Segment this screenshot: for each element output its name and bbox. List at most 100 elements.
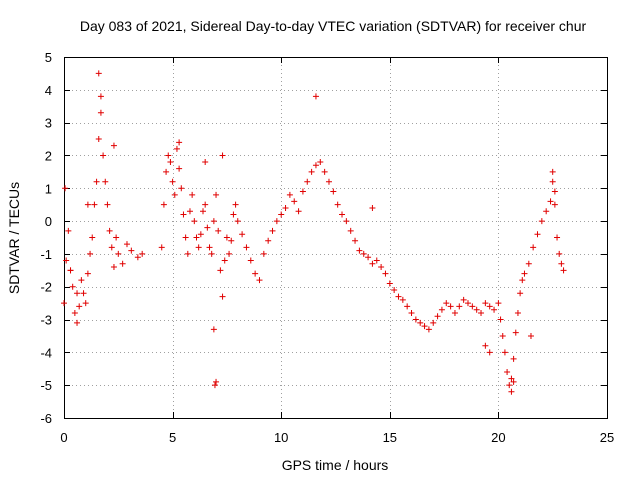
data-point — [391, 287, 398, 294]
data-point — [232, 201, 239, 208]
data-point — [184, 250, 191, 257]
y-tick-label: -6 — [40, 411, 52, 426]
data-point — [71, 309, 78, 316]
data-point — [106, 227, 113, 234]
data-point — [510, 378, 517, 385]
data-point — [182, 234, 189, 241]
data-point — [558, 260, 565, 267]
data-point — [519, 277, 526, 284]
data-point — [438, 306, 445, 313]
data-point — [178, 185, 185, 192]
data-point — [514, 309, 521, 316]
data-point — [226, 250, 233, 257]
data-point — [189, 191, 196, 198]
data-point — [176, 139, 183, 146]
data-point — [82, 300, 89, 307]
y-tick-label: 1 — [45, 181, 52, 196]
data-point — [115, 250, 122, 257]
y-axis-label: SDTVAR / TECUs — [6, 182, 22, 294]
data-point — [478, 309, 485, 316]
data-point — [321, 168, 328, 175]
data-point — [412, 316, 419, 323]
data-point — [469, 303, 476, 310]
data-point — [506, 382, 513, 389]
y-tick-label: 5 — [45, 50, 52, 65]
data-point — [215, 227, 222, 234]
data-point — [473, 306, 480, 313]
data-point — [100, 152, 107, 159]
data-point — [534, 231, 541, 238]
data-point — [74, 319, 81, 326]
data-point — [63, 257, 70, 264]
data-point — [527, 332, 534, 339]
data-point — [504, 369, 511, 376]
data-point — [352, 237, 359, 244]
data-point — [62, 185, 69, 192]
data-point — [447, 303, 454, 310]
data-point — [160, 201, 167, 208]
data-point — [464, 300, 471, 307]
data-point — [234, 218, 241, 225]
data-point — [551, 201, 558, 208]
data-point — [521, 270, 528, 277]
data-point — [93, 178, 100, 185]
grid-lines — [64, 57, 607, 418]
data-point — [339, 211, 346, 218]
data-point — [365, 254, 372, 261]
y-tick-label: 0 — [45, 214, 52, 229]
data-point — [95, 136, 102, 143]
data-point — [61, 300, 67, 307]
data-point — [169, 178, 176, 185]
data-point — [273, 218, 280, 225]
data-point — [543, 208, 550, 215]
data-point — [165, 152, 172, 159]
data-point — [395, 293, 402, 300]
data-point — [171, 191, 178, 198]
x-tick-label: 10 — [274, 430, 288, 445]
data-point — [269, 227, 276, 234]
data-point — [556, 250, 563, 257]
data-point — [202, 201, 209, 208]
data-point — [247, 257, 254, 264]
data-point — [425, 326, 432, 333]
data-point — [482, 300, 489, 307]
data-point — [510, 355, 517, 362]
data-point — [456, 303, 463, 310]
data-points — [61, 70, 567, 395]
data-point — [228, 237, 235, 244]
data-point — [202, 159, 209, 166]
data-point — [408, 309, 415, 316]
data-point — [291, 198, 298, 205]
data-point — [547, 198, 554, 205]
data-point — [119, 260, 126, 267]
data-point — [517, 290, 524, 297]
data-point — [219, 293, 226, 300]
data-point — [304, 178, 311, 185]
plot-frame — [64, 57, 608, 419]
data-point — [78, 277, 85, 284]
data-point — [102, 178, 109, 185]
data-point — [347, 227, 354, 234]
data-point — [373, 257, 380, 264]
data-point — [443, 300, 450, 307]
data-point — [491, 306, 498, 313]
y-tick-label: 4 — [45, 83, 52, 98]
data-point — [69, 283, 76, 290]
data-point — [195, 244, 202, 251]
data-point — [74, 290, 81, 297]
data-point — [554, 234, 561, 241]
data-point — [417, 319, 424, 326]
data-point — [525, 260, 532, 267]
data-point — [508, 388, 515, 395]
data-point — [158, 244, 165, 251]
data-point — [252, 270, 259, 277]
data-point — [460, 296, 467, 303]
data-point — [97, 93, 104, 100]
data-point — [299, 188, 306, 195]
data-point — [549, 178, 556, 185]
y-tick-label: -2 — [40, 280, 52, 295]
data-point — [501, 349, 508, 356]
data-point — [65, 227, 72, 234]
data-point — [230, 211, 237, 218]
